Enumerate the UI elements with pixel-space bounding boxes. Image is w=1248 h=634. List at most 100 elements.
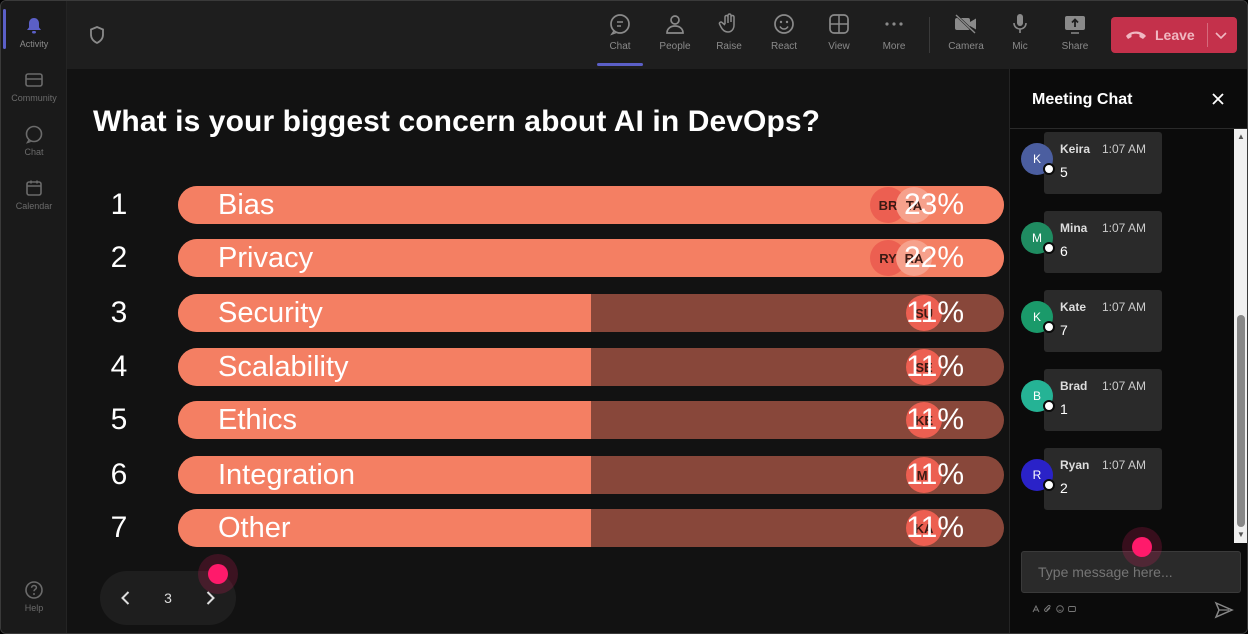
rail-item-calendar[interactable]: Calendar: [1, 171, 67, 221]
scroll-thumb[interactable]: [1237, 315, 1245, 527]
chat-message-time: 1:07 AM: [1102, 142, 1147, 156]
shield-icon[interactable]: [87, 25, 107, 45]
chat-message[interactable]: Keira 1:07 AM 5: [1044, 132, 1162, 194]
rail-item-help[interactable]: Help: [1, 573, 67, 623]
pointer-indicator: [208, 564, 228, 584]
chevron-left-icon[interactable]: [116, 588, 136, 608]
people-button[interactable]: People: [652, 11, 698, 63]
poll-result-bar: Ethics KE 11%: [178, 401, 1004, 439]
rail-item-label: Calendar: [15, 201, 53, 211]
chat-avatar[interactable]: R: [1021, 459, 1055, 491]
chat-message-name: Ryan: [1060, 458, 1090, 472]
presence-status-icon: [1043, 400, 1055, 412]
chat-message[interactable]: Kate 1:07 AM 7: [1044, 290, 1162, 352]
meeting-chat-panel: Meeting Chat Keira 1:07 AM 5 K Mina 1:07 AM 6 M…: [1009, 69, 1247, 633]
rail-item-chat[interactable]: Chat: [1, 117, 67, 167]
chat-message-name: Brad: [1060, 379, 1088, 393]
voter-avatar: RA: [896, 240, 932, 276]
chat-avatar-initial: R: [1032, 468, 1042, 482]
chat-avatar[interactable]: M: [1021, 222, 1055, 254]
gif-icon[interactable]: [1068, 605, 1076, 615]
poll-option-percent: 11%: [906, 403, 964, 436]
chevron-down-icon[interactable]: [1213, 27, 1229, 43]
poll-option-row: 2 Privacy RY RA 22%: [67, 239, 1009, 277]
rail-item-activity[interactable]: Activity: [1, 9, 67, 59]
poll-result-bar: Other KA 11%: [178, 509, 1004, 547]
chevron-right-icon[interactable]: [200, 588, 220, 608]
poll-option-row: 3 Security SU 11%: [67, 294, 1009, 332]
poll-question: What is your biggest concern about AI in…: [93, 105, 821, 138]
react-button[interactable]: React: [761, 11, 807, 63]
chat-button-label: Chat: [609, 41, 631, 52]
leave-button[interactable]: Leave: [1111, 17, 1237, 53]
pointer-indicator: [1132, 537, 1152, 557]
poll-option-percent: 22%: [903, 241, 964, 274]
poll-option-percent: 11%: [906, 350, 964, 383]
chat-format-toolbar: [1032, 604, 1076, 615]
share-button[interactable]: Share: [1052, 11, 1098, 63]
chat-avatar-initial: B: [1032, 389, 1041, 403]
chat-message-time: 1:07 AM: [1102, 379, 1147, 393]
app-rail: Activity Community Chat Calendar Help: [1, 1, 67, 633]
chat-message-text: 7: [1060, 322, 1068, 338]
raise-hand-icon: [716, 11, 742, 37]
poll-result-bar-fill: [178, 186, 1004, 224]
poll-option-label: Privacy: [218, 242, 314, 274]
voter-avatar: KA: [906, 510, 942, 546]
emoji-icon[interactable]: [1056, 605, 1064, 615]
chat-avatar[interactable]: K: [1021, 143, 1055, 175]
community-icon: [23, 69, 45, 91]
attach-icon[interactable]: [1044, 604, 1052, 615]
poll-option-number: 6: [110, 458, 128, 491]
send-icon[interactable]: [1214, 601, 1234, 619]
presence-status-icon: [1043, 242, 1055, 254]
chat-avatar[interactable]: B: [1021, 380, 1055, 412]
chat-button[interactable]: Chat: [597, 11, 643, 63]
poll-result-bar: Scalability SE 11%: [178, 348, 1004, 386]
bell-icon: [23, 15, 45, 37]
page-number: 3: [164, 590, 172, 606]
chat-message-name: Mina: [1060, 221, 1088, 235]
chat-message-name: Keira: [1060, 142, 1091, 156]
poll-option-percent: 23%: [903, 188, 964, 221]
rail-item-label: Activity: [19, 39, 49, 49]
chat-message-input[interactable]: [1021, 551, 1241, 593]
raise-hand-button-label: Raise: [716, 41, 742, 52]
more-button[interactable]: More: [871, 11, 917, 63]
poll-option-row: 7 Other KA 11%: [67, 509, 1009, 547]
poll-option-row: 5 Ethics KE 11%: [67, 401, 1009, 439]
scroll-down-arrow-icon[interactable]: ▼: [1237, 530, 1245, 539]
chat-message[interactable]: Mina 1:07 AM 6: [1044, 211, 1162, 273]
chat-message[interactable]: Brad 1:07 AM 1: [1044, 369, 1162, 431]
camera-off-icon: [953, 11, 979, 37]
share-icon: [1062, 11, 1088, 37]
rail-item-label: Help: [24, 603, 44, 613]
scroll-up-arrow-icon[interactable]: ▲: [1237, 132, 1245, 141]
mic-button[interactable]: Mic: [997, 11, 1043, 63]
voter-avatar: SE: [906, 349, 942, 385]
chat-avatar-initial: K: [1032, 310, 1041, 324]
more-icon: [881, 11, 907, 37]
close-icon[interactable]: [1210, 91, 1226, 107]
rail-item-community[interactable]: Community: [1, 63, 67, 113]
raise-hand-button[interactable]: Raise: [706, 11, 752, 63]
poll-option-label: Other: [218, 512, 291, 544]
view-button-label: View: [828, 41, 850, 52]
chat-scrollbar[interactable]: ▲ ▼: [1234, 129, 1247, 543]
view-grid-icon: [826, 11, 852, 37]
poll-option-row: 1 Bias BR TA 23%: [67, 186, 1009, 224]
format-icon[interactable]: [1032, 604, 1040, 615]
chat-message[interactable]: Ryan 1:07 AM 2: [1044, 448, 1162, 510]
poll-option-row: 4 Scalability SE 11%: [67, 348, 1009, 386]
poll-results-panel: What is your biggest concern about AI in…: [67, 69, 1009, 633]
poll-option-number: 5: [110, 403, 128, 436]
chat-message-time: 1:07 AM: [1102, 300, 1147, 314]
chat-message-name: Kate: [1060, 300, 1087, 314]
chat-message-text: 5: [1060, 164, 1068, 180]
chat-avatar[interactable]: K: [1021, 301, 1055, 333]
view-button[interactable]: View: [816, 11, 862, 63]
camera-button[interactable]: Camera: [943, 11, 989, 63]
poll-result-bar-fill: [178, 294, 591, 332]
mic-button-label: Mic: [1012, 41, 1028, 52]
